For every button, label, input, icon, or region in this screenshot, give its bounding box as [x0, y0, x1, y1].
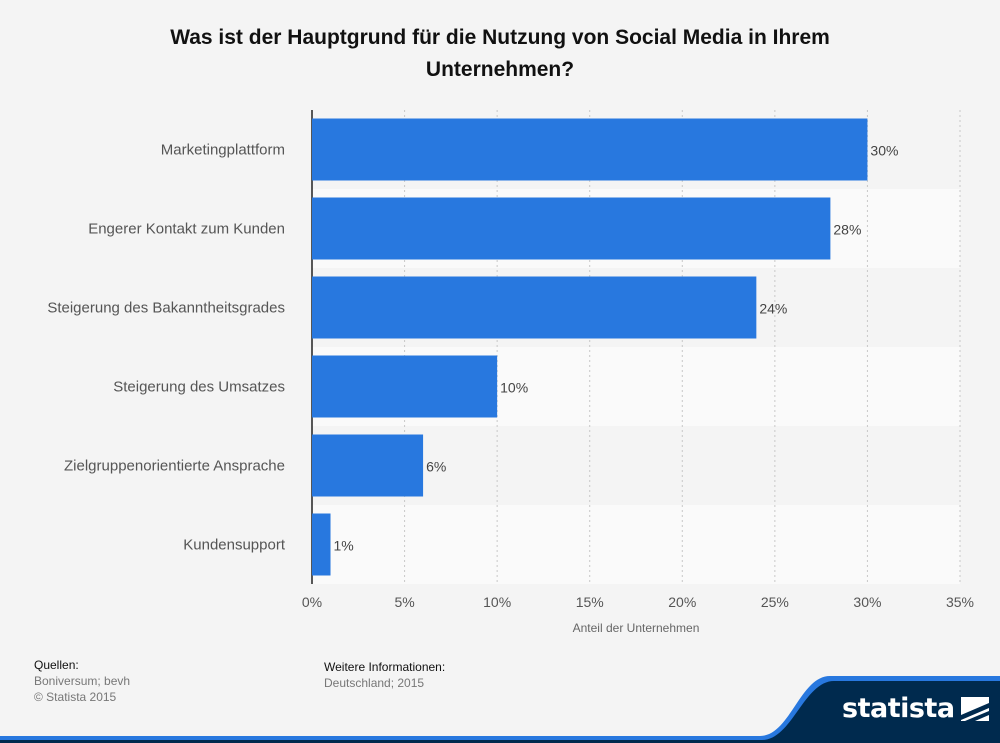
labels: 0% 5% 10% 15% 20% 25% 30% 35% Marketingplattform…: [47, 142, 974, 611]
value-label: 6%: [426, 459, 446, 475]
x-tick-label: 20%: [668, 594, 696, 610]
row-band: [312, 505, 960, 584]
sources-block: Quellen: Boniversum; bevh © Statista 201…: [34, 657, 130, 705]
category-label: Kundensupport: [183, 537, 286, 554]
value-label: 28%: [833, 222, 861, 238]
x-tick-label: 5%: [394, 594, 414, 610]
bar: [312, 355, 498, 418]
statista-logo-icon: [960, 696, 989, 721]
gridlines: [311, 110, 961, 584]
chart-title: Was ist der Hauptgrund für die Nutzung v…: [170, 26, 830, 81]
value-label: 30%: [870, 143, 898, 159]
x-tick-label: 25%: [761, 594, 789, 610]
copyright-line: © Statista 2015: [34, 690, 117, 704]
category-label: Marketingplattform: [161, 142, 285, 159]
bar: [312, 434, 424, 497]
info-text: Deutschland; 2015: [324, 676, 425, 690]
x-tick-label: 35%: [946, 594, 974, 610]
bar: [312, 513, 331, 576]
category-label: Steigerung des Bakanntheitsgrades: [47, 300, 285, 317]
statista-logo[interactable]: statista: [842, 693, 989, 724]
x-axis-title: Anteil der Unternehmen: [573, 621, 700, 635]
sources-line: Boniversum; bevh: [34, 674, 131, 688]
x-tick-label: 0%: [302, 594, 322, 610]
bar: [312, 197, 831, 260]
category-label: Zielgruppenorientierte Ansprache: [64, 458, 285, 475]
info-block: Weitere Informationen: Deutschland; 2015: [324, 659, 445, 691]
category-label: Engerer Kontakt zum Kunden: [88, 221, 285, 238]
x-tick-label: 30%: [853, 594, 881, 610]
bar: [312, 276, 757, 339]
value-label: 1%: [334, 538, 354, 554]
value-label: 24%: [759, 301, 787, 317]
sources-heading: Quellen:: [34, 658, 79, 672]
x-tick-label: 15%: [576, 594, 604, 610]
bar: [312, 118, 868, 181]
category-label: Steigerung des Umsatzes: [113, 379, 285, 396]
footer-band: [0, 681, 1000, 743]
value-label: 10%: [500, 380, 528, 396]
x-tick-label: 10%: [483, 594, 511, 610]
info-heading[interactable]: Weitere Informationen:: [324, 660, 446, 674]
bars: [312, 118, 868, 576]
logo-text: statista: [842, 693, 955, 724]
